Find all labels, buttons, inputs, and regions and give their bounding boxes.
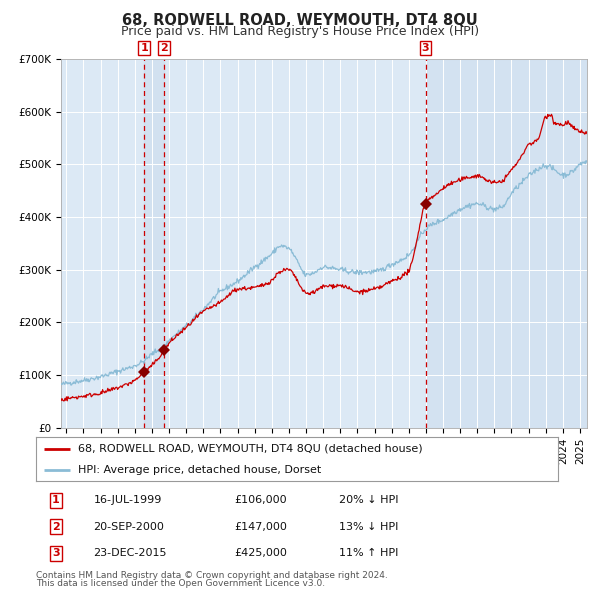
Text: £425,000: £425,000 bbox=[235, 548, 287, 558]
Text: HPI: Average price, detached house, Dorset: HPI: Average price, detached house, Dors… bbox=[78, 465, 321, 475]
Text: £106,000: £106,000 bbox=[235, 496, 287, 505]
Bar bbox=[425, 59, 587, 428]
Text: 11% ↑ HPI: 11% ↑ HPI bbox=[339, 548, 398, 558]
Text: 2: 2 bbox=[160, 44, 168, 54]
Text: Price paid vs. HM Land Registry's House Price Index (HPI): Price paid vs. HM Land Registry's House … bbox=[121, 25, 479, 38]
Text: 16-JUL-1999: 16-JUL-1999 bbox=[94, 496, 162, 505]
Text: 3: 3 bbox=[422, 44, 430, 54]
Text: 68, RODWELL ROAD, WEYMOUTH, DT4 8QU (detached house): 68, RODWELL ROAD, WEYMOUTH, DT4 8QU (det… bbox=[78, 444, 422, 454]
Bar bbox=[144, 59, 164, 428]
Text: Contains HM Land Registry data © Crown copyright and database right 2024.: Contains HM Land Registry data © Crown c… bbox=[36, 571, 388, 579]
Text: 23-DEC-2015: 23-DEC-2015 bbox=[94, 548, 167, 558]
Text: 2: 2 bbox=[52, 522, 60, 532]
Text: 68, RODWELL ROAD, WEYMOUTH, DT4 8QU: 68, RODWELL ROAD, WEYMOUTH, DT4 8QU bbox=[122, 13, 478, 28]
Text: £147,000: £147,000 bbox=[235, 522, 287, 532]
Text: 1: 1 bbox=[140, 44, 148, 54]
Text: 20% ↓ HPI: 20% ↓ HPI bbox=[339, 496, 398, 505]
Text: This data is licensed under the Open Government Licence v3.0.: This data is licensed under the Open Gov… bbox=[36, 579, 325, 588]
Text: 1: 1 bbox=[52, 496, 60, 505]
Text: 20-SEP-2000: 20-SEP-2000 bbox=[94, 522, 164, 532]
Text: 13% ↓ HPI: 13% ↓ HPI bbox=[339, 522, 398, 532]
Text: 3: 3 bbox=[52, 548, 59, 558]
